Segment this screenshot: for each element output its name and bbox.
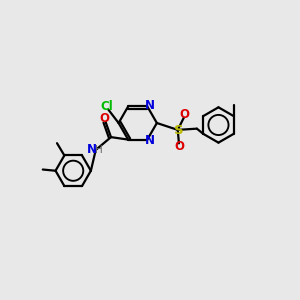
Text: O: O xyxy=(100,112,110,125)
Text: O: O xyxy=(180,108,190,121)
Text: H: H xyxy=(94,145,102,154)
Text: N: N xyxy=(145,99,155,112)
Text: Cl: Cl xyxy=(100,100,113,113)
Text: O: O xyxy=(174,140,184,153)
Text: N: N xyxy=(145,134,155,147)
Text: S: S xyxy=(174,124,183,137)
Text: N: N xyxy=(87,143,97,156)
